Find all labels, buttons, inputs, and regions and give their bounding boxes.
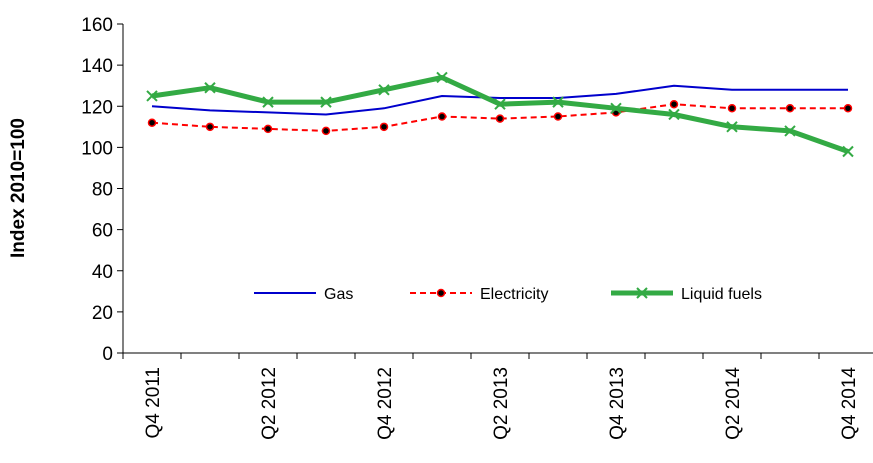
legend-item: Liquid fuels [611, 286, 762, 303]
data-point [610, 102, 622, 115]
data-point [436, 288, 446, 298]
data-point [263, 124, 273, 134]
y-tick-label: 100 [81, 138, 113, 159]
data-point [378, 84, 390, 96]
series-electricity [147, 99, 853, 136]
y-axis-label-group: Index 2010=100 [8, 118, 29, 258]
x-tick-label: Q4 2011 [143, 367, 164, 438]
data-point [204, 82, 216, 94]
data-point [205, 122, 215, 132]
data-point [437, 112, 447, 121]
x-tick-label: Q2 2013 [491, 367, 512, 440]
y-axis-label: Index 2010=100 [8, 118, 29, 258]
data-point [147, 118, 157, 127]
legend-item: Electricity [410, 286, 548, 303]
data-point [785, 104, 795, 113]
y-tick-label: 40 [92, 262, 113, 283]
data-point [553, 112, 563, 121]
data-point [726, 121, 738, 133]
data-point [842, 145, 854, 158]
x-tick-label: Q2 2012 [259, 367, 280, 440]
series-line [151, 84, 848, 116]
data-point [784, 125, 796, 137]
data-point [146, 90, 158, 102]
data-point [636, 287, 648, 299]
data-point [321, 126, 331, 136]
x-tick-label: Q4 2014 [839, 367, 860, 440]
y-tick-label: 0 [102, 344, 113, 365]
data-point [843, 104, 853, 113]
legend-label: Gas [324, 286, 353, 303]
data-point [668, 108, 680, 121]
x-tick-label: Q2 2014 [723, 367, 744, 440]
y-ticks: 0 20 40 60 80 100 120 140 160 [81, 15, 123, 365]
x-ticks: Q4 2011 Q2 2012 Q4 2012 Q2 2013 Q4 2013 Q2 20… [122, 353, 860, 440]
y-tick-label: 80 [92, 180, 113, 201]
data-point [727, 104, 737, 113]
data-point [495, 114, 505, 123]
series-layer [146, 71, 854, 158]
data-point [494, 98, 506, 110]
legend-item: Gas [254, 286, 353, 303]
legend-label: Liquid fuels [681, 286, 762, 303]
data-point [669, 99, 679, 109]
legend-label: Electricity [480, 286, 548, 303]
y-tick-label: 120 [81, 97, 113, 118]
y-tick-label: 140 [81, 56, 113, 77]
data-point [379, 122, 389, 132]
data-point [552, 96, 564, 108]
series-gas [151, 84, 848, 116]
y-tick-label: 60 [92, 221, 113, 242]
legend: Gas Electricity Liquid fuels [254, 286, 762, 303]
series-liquid-fuels [146, 71, 854, 158]
x-tick-label: Q4 2013 [607, 367, 628, 440]
y-tick-label: 20 [92, 303, 113, 324]
x-tick-label: Q4 2012 [375, 367, 396, 440]
axes [122, 24, 873, 354]
data-point [262, 96, 274, 108]
data-point [320, 96, 332, 108]
data-point [436, 71, 448, 84]
y-tick-label: 160 [81, 15, 113, 36]
